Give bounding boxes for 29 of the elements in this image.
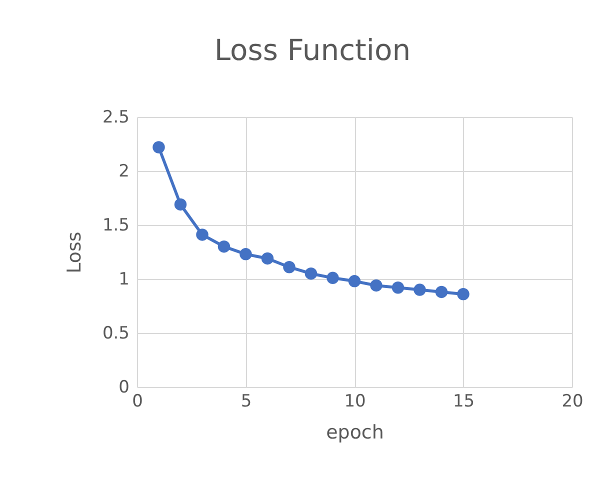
y-tick-label: 0 [118, 378, 130, 398]
point [457, 288, 470, 300]
point [370, 279, 382, 292]
x-tick-label: 15 [452, 392, 475, 412]
point [152, 141, 165, 154]
point [326, 272, 339, 284]
x-tick-label: 5 [240, 392, 252, 412]
point [261, 252, 274, 265]
point [283, 261, 296, 274]
x-tick-label: 20 [562, 392, 584, 412]
point [414, 284, 426, 296]
point [348, 275, 361, 288]
y-tick-label: 1.5 [102, 216, 130, 236]
y-tick-label: 0.5 [102, 324, 130, 344]
y-axis-title: Loss [63, 232, 86, 274]
point [240, 248, 252, 260]
point [392, 282, 404, 294]
point [218, 240, 230, 253]
y-tick-label: 2 [118, 162, 130, 182]
point [304, 267, 318, 280]
point [174, 198, 187, 211]
point [435, 286, 448, 298]
x-tick-label: 10 [344, 392, 366, 412]
y-tick-label: 1 [118, 270, 130, 290]
x-tick-label: 0 [132, 392, 143, 412]
x-axis-title: epoch [326, 422, 384, 444]
point [196, 228, 208, 241]
y-tick-label: 2.5 [102, 108, 130, 128]
chart-title: Loss Function [214, 33, 411, 67]
